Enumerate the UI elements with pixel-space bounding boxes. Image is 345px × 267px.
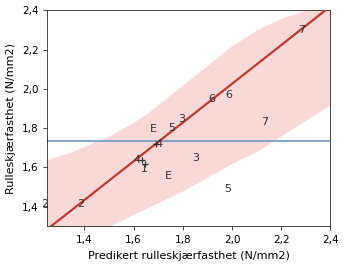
Text: 6: 6: [225, 90, 232, 100]
Text: 3: 3: [179, 114, 186, 124]
Text: 2: 2: [41, 199, 49, 209]
Text: 6: 6: [208, 93, 215, 104]
Y-axis label: Rulleskjærfasthet (N/mm2): Rulleskjærfasthet (N/mm2): [6, 43, 16, 194]
Text: 2: 2: [78, 199, 85, 209]
Text: 7: 7: [298, 25, 305, 35]
Text: 1: 1: [141, 164, 148, 174]
Text: 4: 4: [133, 155, 140, 166]
X-axis label: Predikert rulleskjærfasthet (N/mm2): Predikert rulleskjærfasthet (N/mm2): [88, 251, 290, 261]
Text: 5: 5: [168, 123, 175, 133]
Text: 5: 5: [224, 184, 231, 194]
Text: 7: 7: [261, 117, 268, 127]
Text: 4: 4: [155, 139, 162, 149]
Text: E: E: [165, 171, 172, 181]
Text: 3: 3: [192, 154, 199, 163]
Text: E: E: [150, 124, 157, 134]
